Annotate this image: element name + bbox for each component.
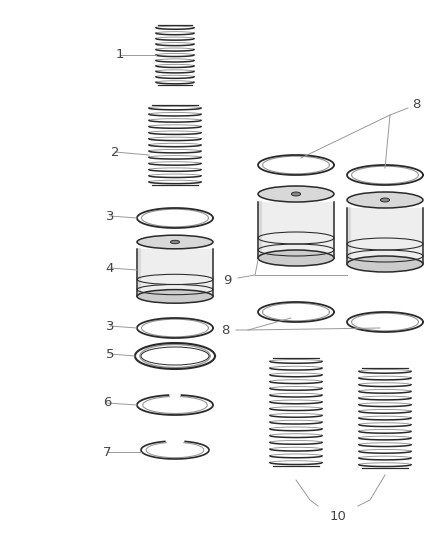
Ellipse shape [381,198,389,202]
Text: 2: 2 [111,146,119,158]
Text: 8: 8 [222,324,230,336]
Ellipse shape [347,192,423,208]
Text: 4: 4 [106,262,114,274]
Text: 3: 3 [106,319,114,333]
Text: 9: 9 [224,273,232,287]
Polygon shape [347,208,423,264]
Ellipse shape [258,250,334,266]
Text: 6: 6 [103,397,111,409]
Ellipse shape [291,192,300,196]
Text: 1: 1 [116,49,124,61]
Ellipse shape [170,240,180,244]
Ellipse shape [137,289,213,303]
Text: 8: 8 [412,99,420,111]
Text: 5: 5 [106,348,114,360]
Ellipse shape [347,256,423,272]
Text: 10: 10 [329,510,346,523]
Text: 7: 7 [103,446,111,458]
Ellipse shape [137,235,213,249]
Polygon shape [137,249,213,296]
Ellipse shape [258,186,334,202]
Text: 3: 3 [106,209,114,222]
Polygon shape [258,202,334,258]
